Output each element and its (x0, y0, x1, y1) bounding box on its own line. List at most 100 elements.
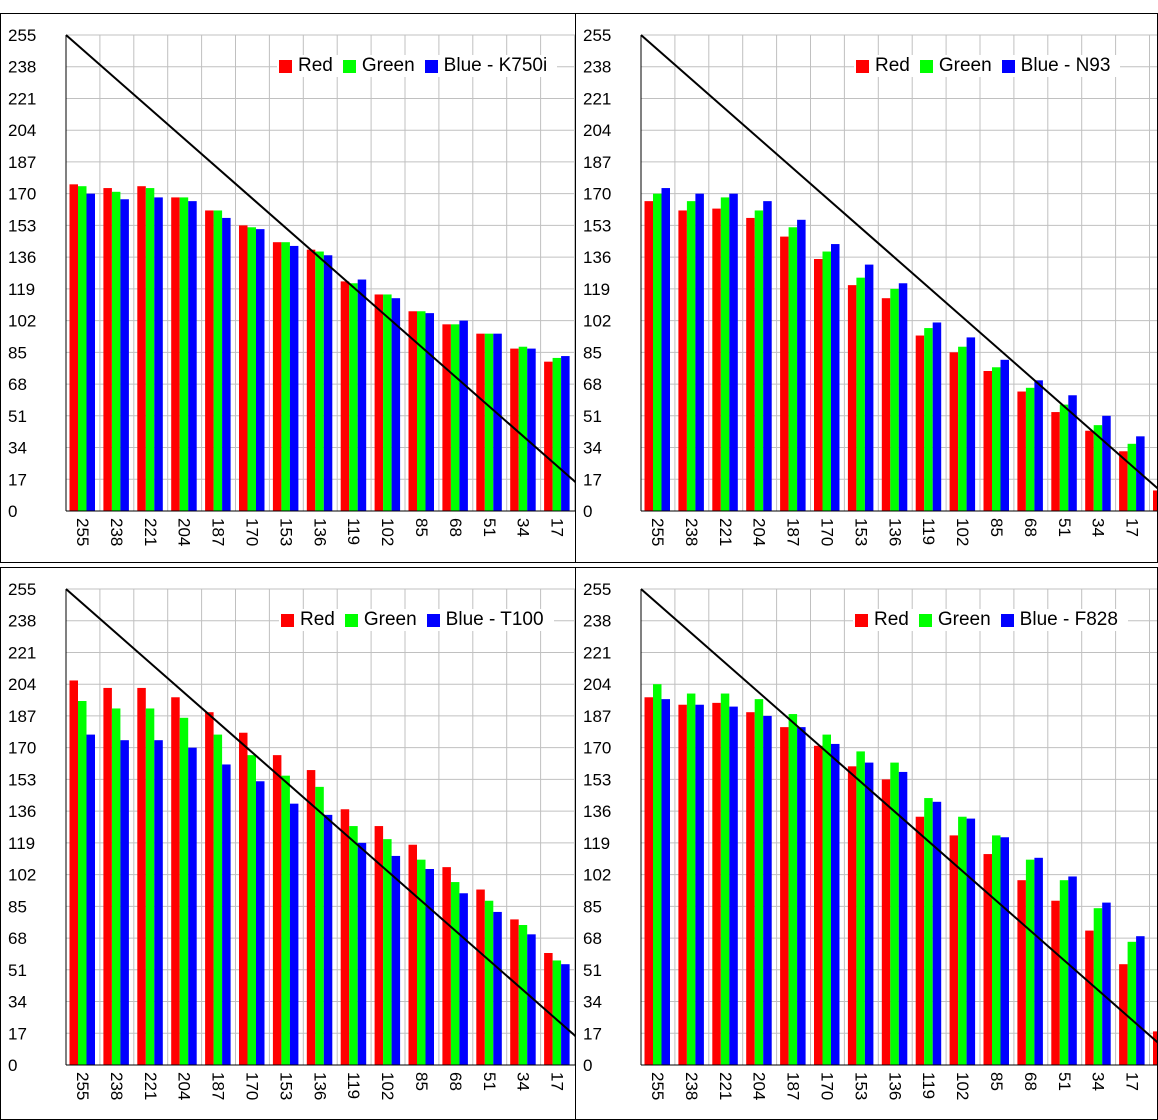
bar-blue (831, 244, 840, 512)
bar-green (417, 311, 426, 511)
y-tick-label: 17 (8, 1024, 27, 1043)
legend-item-blue: Blue - T100 (426, 609, 544, 631)
bar-blue (1000, 359, 1009, 511)
bar-green (1059, 404, 1069, 511)
bar-red (544, 361, 553, 511)
y-tick-label: 51 (583, 961, 602, 980)
x-tick-label: 187 (784, 518, 803, 546)
bar-blue (391, 855, 401, 1065)
x-tick-label: 221 (141, 518, 160, 546)
x-tick-label: 204 (175, 1072, 194, 1100)
bar-blue (154, 197, 163, 511)
y-tick-label: 34 (8, 993, 27, 1012)
bar-red (239, 732, 248, 1065)
bar-blue (289, 245, 299, 511)
x-tick-label: 204 (175, 518, 194, 546)
bar-green (552, 960, 562, 1065)
legend-swatch-red (281, 613, 294, 627)
bar-blue (188, 201, 197, 511)
bar-red (239, 225, 248, 511)
chart-legend: Red Green Blue - N93 (854, 55, 1121, 77)
bar-green (754, 699, 764, 1065)
bar-green (1059, 880, 1069, 1065)
x-tick-label: 51 (1055, 518, 1074, 537)
x-tick-label: 170 (817, 518, 836, 546)
bar-blue (729, 706, 738, 1065)
bar-red (949, 352, 959, 511)
y-tick-label: 187 (583, 153, 611, 172)
bar-green (111, 191, 121, 512)
bar-green (281, 775, 290, 1065)
legend-item-blue: Blue - K750i (424, 55, 548, 77)
y-tick-label: 221 (8, 89, 36, 108)
bar-green (78, 701, 87, 1065)
legend-label-blue: Blue - K750i (443, 55, 548, 76)
bar-blue (763, 201, 772, 511)
chart-panel-k750i: 255 238 221 204 187 170 153 136 119 102 85 68 51 34 17… (0, 13, 590, 563)
bar-red (272, 755, 282, 1065)
bar-blue (1034, 857, 1043, 1065)
bar-blue (729, 193, 738, 511)
y-tick-label: 0 (583, 502, 592, 521)
y-tick-label: 51 (8, 407, 27, 426)
y-tick-label: 68 (8, 375, 27, 394)
legend-item-blue: Blue - F828 (1000, 609, 1118, 631)
y-tick-label: 119 (583, 834, 610, 853)
y-tick-label: 51 (583, 407, 602, 426)
bar-blue (1068, 876, 1077, 1065)
y-tick-label: 85 (583, 897, 602, 916)
chart-panel-t100: 255 238 221 204 187 170 153 136 119 102 85 68 51 34 17… (0, 567, 590, 1120)
legend-label-blue: Blue - T100 (445, 609, 544, 630)
bar-red (205, 712, 214, 1065)
bar-red (69, 680, 78, 1065)
legend-item-red: Red (281, 609, 335, 631)
y-tick-label: 68 (583, 929, 602, 948)
bar-green (653, 193, 662, 511)
reference-line (65, 588, 589, 1050)
x-tick-label: 136 (310, 518, 329, 546)
bar-blue (222, 217, 231, 511)
bar-green (1093, 908, 1103, 1065)
bar-blue (86, 193, 95, 511)
x-tick-label: 136 (885, 1072, 904, 1100)
bar-red (847, 285, 857, 511)
bar-green (179, 197, 189, 511)
y-tick-label: 102 (8, 866, 36, 885)
bar-blue (391, 298, 401, 511)
bar-green (754, 210, 764, 511)
x-tick-label: 170 (242, 1072, 261, 1100)
y-tick-label: 238 (8, 58, 36, 77)
y-tick-label: 102 (583, 866, 611, 885)
y-tick-label: 68 (583, 375, 602, 394)
bar-red (644, 201, 653, 511)
x-tick-label: 34 (514, 1072, 533, 1091)
legend-swatch-red (279, 59, 292, 73)
y-tick-label: 153 (583, 216, 611, 235)
bar-red (881, 298, 891, 511)
bar-green (552, 357, 562, 511)
x-tick-label: 102 (378, 1072, 397, 1100)
x-tick-label: 34 (1089, 1072, 1108, 1091)
x-tick-label: 17 (1123, 518, 1142, 537)
y-tick-label: 119 (8, 834, 35, 853)
bar-green (1093, 425, 1103, 511)
x-tick-label: 255 (648, 1072, 667, 1100)
y-tick-label: 255 (8, 26, 36, 45)
bar-blue (695, 193, 704, 511)
legend-label-red: Red (875, 55, 910, 76)
legend-swatch-blue (1000, 613, 1014, 627)
bar-green (484, 900, 494, 1065)
bar-red (171, 197, 180, 511)
bar-blue (561, 356, 570, 511)
bar-blue (661, 188, 670, 512)
y-tick-label: 221 (8, 643, 36, 662)
bar-green (788, 227, 798, 511)
bar-red (137, 687, 146, 1065)
bar-blue (966, 818, 976, 1065)
legend-label-red: Red (300, 609, 335, 630)
bar-red (814, 745, 823, 1065)
y-tick-label: 221 (583, 643, 611, 662)
bar-green (417, 859, 426, 1065)
y-tick-label: 102 (583, 312, 611, 331)
bar-blue (932, 322, 942, 511)
